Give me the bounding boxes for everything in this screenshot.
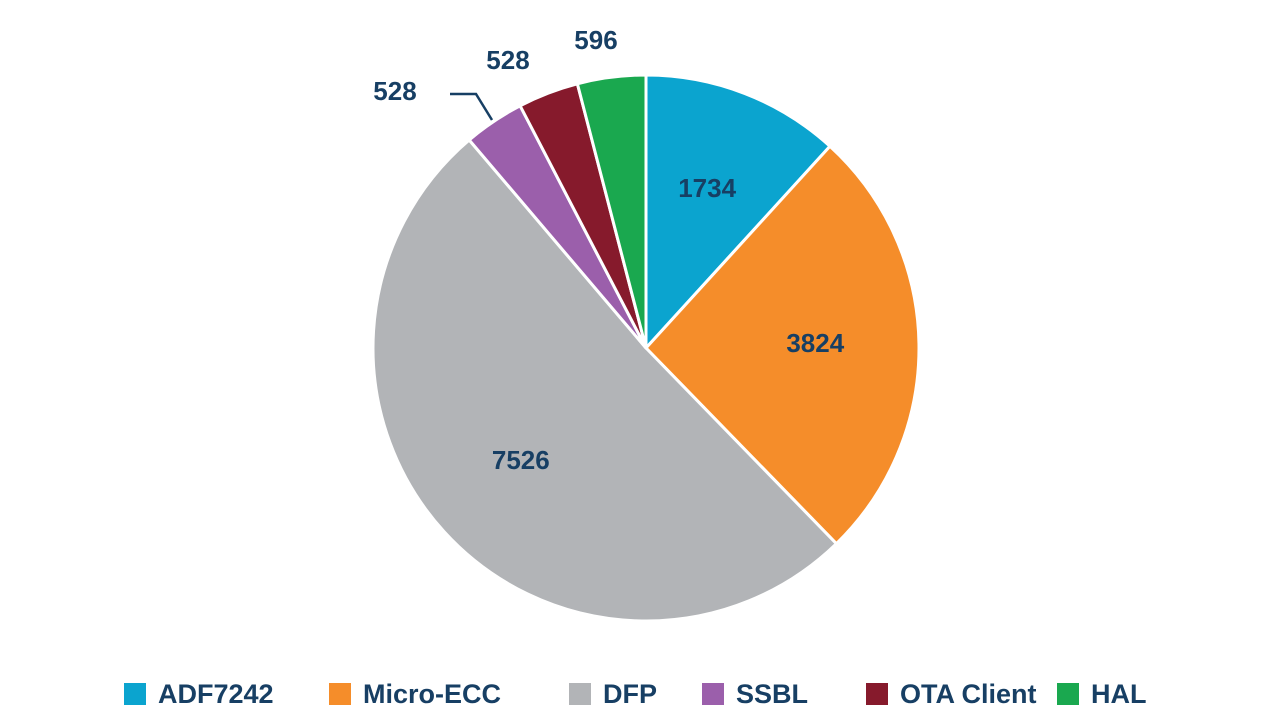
legend-label: Micro-ECC xyxy=(363,678,502,709)
legend-label: OTA Client xyxy=(900,678,1037,709)
legend-swatch xyxy=(329,683,351,705)
legend-swatch xyxy=(569,683,591,705)
data-label-micro-ecc: 3824 xyxy=(786,328,844,358)
legend-item-micro-ecc: Micro-ECC xyxy=(329,676,501,712)
legend-item-ota-client: OTA Client xyxy=(866,676,1037,712)
data-label-ssbl: 528 xyxy=(373,76,416,106)
legend-label: SSBL xyxy=(736,678,809,709)
data-label-adf7242: 1734 xyxy=(678,173,736,203)
pie-slice-hal xyxy=(575,73,648,350)
leader-line xyxy=(450,92,494,121)
legend-swatch xyxy=(1057,683,1079,705)
legend-label: HAL xyxy=(1091,678,1147,709)
legend-item-dfp: DFP xyxy=(569,676,657,712)
pie-slice-micro-ecc xyxy=(644,144,921,546)
legend-label: DFP xyxy=(603,678,657,709)
legend-item-hal: HAL xyxy=(1057,676,1147,712)
legend-item-ssbl: SSBL xyxy=(702,676,808,712)
data-label-ota-client: 528 xyxy=(486,45,529,75)
legend-item-adf7242: ADF7242 xyxy=(124,676,274,712)
data-label-hal: 596 xyxy=(574,25,617,55)
legend: ADF7242 Micro-ECC DFP SSBL OTA Client HA… xyxy=(0,676,1280,712)
pie-slice-dfp xyxy=(371,138,838,623)
pie-slice-adf7242 xyxy=(644,73,832,350)
legend-swatch xyxy=(866,683,888,705)
data-label-dfp: 7526 xyxy=(492,445,550,475)
legend-label: ADF7242 xyxy=(158,678,274,709)
pie-chart: 1734 3824 7526 528 528 596 xyxy=(371,25,921,623)
legend-swatch xyxy=(702,683,724,705)
legend-swatch xyxy=(124,683,146,705)
